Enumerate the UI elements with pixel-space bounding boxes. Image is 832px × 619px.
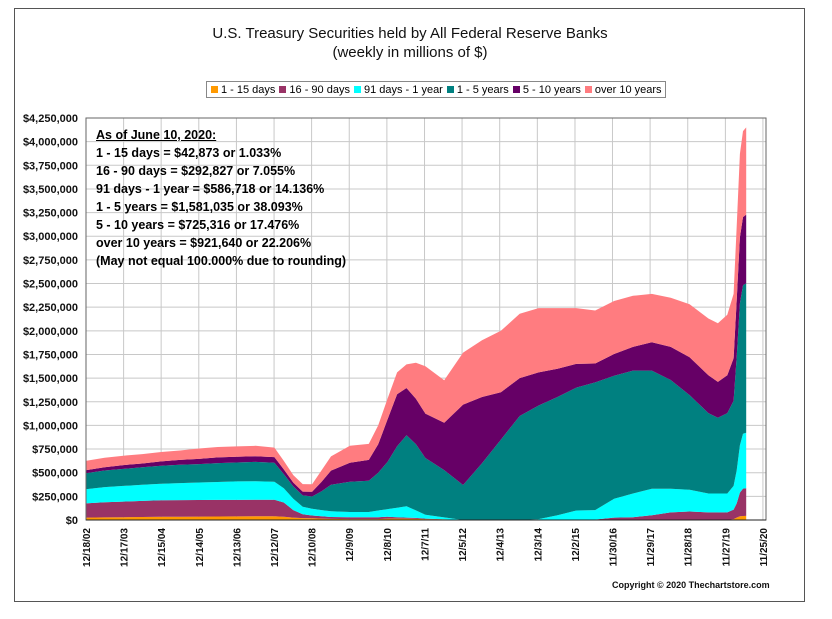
area-1-5-years — [85, 283, 747, 520]
y-tick-label: $2,250,000 — [23, 302, 78, 314]
legend-swatch — [512, 86, 520, 93]
y-tick-label: $750,000 — [32, 444, 78, 456]
legend-swatch — [279, 86, 287, 93]
x-tick-label: 12/7/11 — [421, 528, 432, 561]
area-series — [85, 127, 747, 520]
y-tick-label: $0 — [66, 515, 78, 527]
legend-swatch — [211, 86, 218, 93]
area-91-days-1-year — [85, 432, 747, 520]
legend-label: 91 days - 1 year — [363, 83, 443, 96]
x-tick-label: 11/30/16 — [608, 528, 619, 567]
x-tick-label: 11/28/18 — [684, 528, 695, 567]
chart-title: U.S. Treasury Securities held by All Fed… — [212, 25, 608, 42]
annotation-line: 1 - 5 years = $1,581,035 or 38.093% — [96, 200, 303, 214]
legend-item-1-15-days: 1 - 15 days — [211, 84, 275, 96]
x-tick-label: 12/9/09 — [345, 528, 356, 562]
x-tick-label: 12/4/13 — [496, 528, 507, 562]
y-tick-label: $250,000 — [32, 491, 78, 503]
x-tick-label: 12/10/08 — [308, 528, 319, 567]
annotation-line: 1 - 15 days = $42,873 or 1.033% — [96, 146, 282, 160]
y-tick-label: $3,000,000 — [23, 231, 78, 243]
legend: 1 - 15 days 16 - 90 days 91 days - 1 yea… — [206, 81, 666, 98]
y-tick-label: $3,250,000 — [23, 208, 78, 220]
x-tick-label: 12/5/12 — [458, 528, 469, 562]
legend-label: 1 - 5 years — [456, 83, 509, 96]
annotation-line: 5 - 10 years = $725,316 or 17.476% — [96, 218, 300, 232]
area-5-10-years — [85, 214, 747, 497]
area-over-10-years — [85, 127, 747, 492]
y-tick-label: $3,500,000 — [23, 184, 78, 196]
x-tick-label: 11/27/19 — [721, 528, 732, 567]
annotation-box: As of June 10, 2020: 1 - 15 days = $42,8… — [96, 126, 346, 270]
y-tick-label: $4,000,000 — [23, 137, 78, 149]
chart-subtitle: (weekly in millions of $) — [332, 44, 488, 61]
legend-label: 16 - 90 days — [289, 83, 350, 96]
y-tick-label: $2,000,000 — [23, 326, 78, 338]
x-tick-label: 12/17/03 — [120, 528, 131, 567]
y-tick-label: $4,250,000 — [23, 113, 78, 125]
chart-frame — [14, 8, 805, 602]
x-tick-label: 12/15/04 — [157, 528, 168, 567]
x-tick-label: 12/3/14 — [533, 528, 544, 562]
x-tick-label: 12/13/06 — [232, 528, 243, 567]
legend-item-16-90-days: 16 - 90 days — [279, 84, 350, 96]
y-tick-label: $1,500,000 — [23, 373, 78, 385]
annotation-line: 16 - 90 days = $292,827 or 7.055% — [96, 164, 296, 178]
legend-item-5-10-years: 5 - 10 years — [512, 83, 581, 96]
y-axis-ticks: $0 $250,000 $500,000 $750,000 $1,000,000 $1,2… — [23, 113, 78, 527]
legend-swatch — [584, 86, 592, 93]
legend-swatch — [353, 86, 361, 93]
legend-label: 1 - 15 days — [221, 83, 276, 96]
area-16-90-days — [85, 488, 747, 520]
x-tick-label: 12/12/07 — [270, 528, 281, 567]
legend-item-over-10-years: over 10 years — [584, 83, 662, 96]
x-tick-label: 11/25/20 — [759, 528, 770, 567]
legend-label: 5 - 10 years — [522, 83, 581, 96]
x-tick-label: 12/2/15 — [571, 528, 582, 562]
y-tick-label: $500,000 — [32, 468, 78, 480]
annotation-line: 91 days - 1 year = $586,718 or 14.136% — [96, 182, 325, 196]
legend-item-1-5-years: 1 - 5 years — [446, 83, 509, 96]
x-tick-label: 12/8/10 — [383, 528, 394, 562]
y-tick-label: $1,750,000 — [23, 349, 78, 361]
y-tick-label: $2,750,000 — [23, 255, 78, 267]
copyright-text: Copyright © 2020 Thechartstore.com — [612, 580, 770, 590]
legend-swatch — [446, 86, 454, 93]
y-tick-label: $1,250,000 — [23, 397, 78, 409]
x-tick-label: 12/18/02 — [82, 528, 93, 567]
y-tick-label: $3,750,000 — [23, 160, 78, 172]
axes — [85, 117, 767, 521]
y-tick-label: $1,000,000 — [23, 420, 78, 432]
legend-item-91-days-1-year: 91 days - 1 year — [353, 83, 443, 96]
annotation-line: over 10 years = $921,640 or 22.206% — [96, 236, 312, 250]
area-1-15-days — [85, 515, 747, 520]
legend-label: over 10 years — [594, 83, 662, 96]
annotation-line: (May not equal 100.000% due to rounding) — [96, 254, 347, 268]
chart-title-block: U.S. Treasury Securities held by All Fed… — [0, 24, 820, 62]
y-tick-label: $2,500,000 — [23, 279, 78, 291]
annotation-heading: As of June 10, 2020: — [96, 128, 217, 142]
x-axis-ticks: 12/18/02 12/17/03 12/15/04 12/14/05 12/13/06… — [82, 528, 770, 567]
x-tick-label: 11/29/17 — [646, 528, 657, 567]
x-tick-label: 12/14/05 — [195, 528, 206, 567]
